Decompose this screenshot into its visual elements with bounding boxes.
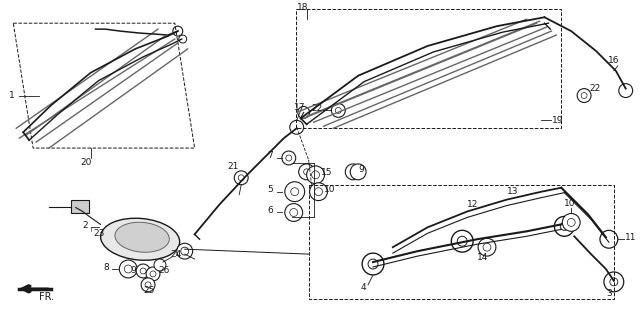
Circle shape — [307, 166, 324, 184]
Circle shape — [238, 175, 244, 181]
Circle shape — [124, 265, 132, 273]
Text: 24: 24 — [170, 250, 181, 259]
Text: 8: 8 — [104, 262, 109, 271]
Circle shape — [350, 164, 366, 180]
Circle shape — [298, 106, 310, 118]
Text: 4: 4 — [360, 283, 365, 292]
Circle shape — [173, 26, 183, 36]
Circle shape — [577, 89, 591, 102]
Circle shape — [282, 151, 296, 165]
Text: 22: 22 — [589, 84, 600, 93]
Circle shape — [451, 230, 473, 252]
Text: 2: 2 — [83, 221, 88, 230]
FancyBboxPatch shape — [71, 200, 88, 213]
Circle shape — [285, 203, 303, 222]
Text: 10: 10 — [323, 185, 335, 194]
Circle shape — [554, 217, 574, 236]
Text: 13: 13 — [507, 187, 518, 196]
Text: 20: 20 — [81, 158, 92, 168]
Circle shape — [345, 164, 361, 180]
Circle shape — [154, 259, 166, 271]
Text: 15: 15 — [321, 168, 332, 177]
Text: 17: 17 — [294, 103, 305, 112]
Circle shape — [303, 169, 310, 175]
Circle shape — [180, 247, 189, 255]
Text: 10: 10 — [564, 199, 576, 208]
Circle shape — [286, 155, 292, 161]
Circle shape — [314, 188, 323, 196]
Circle shape — [291, 188, 299, 196]
Circle shape — [177, 243, 193, 259]
Circle shape — [560, 222, 568, 230]
Circle shape — [457, 236, 467, 246]
Text: 21: 21 — [227, 163, 239, 171]
Circle shape — [350, 169, 356, 175]
Text: FR.: FR. — [39, 292, 54, 302]
Ellipse shape — [115, 222, 170, 252]
Text: 19: 19 — [552, 116, 564, 125]
Circle shape — [600, 230, 618, 248]
Circle shape — [179, 35, 187, 43]
Text: 16: 16 — [608, 56, 620, 65]
Text: 14: 14 — [477, 253, 488, 261]
Text: 1: 1 — [10, 91, 15, 100]
Circle shape — [563, 213, 580, 231]
Text: 23: 23 — [93, 229, 105, 238]
Text: 3: 3 — [606, 289, 612, 298]
Circle shape — [332, 104, 345, 117]
Text: 18: 18 — [297, 3, 308, 12]
Circle shape — [285, 182, 305, 202]
Circle shape — [610, 278, 618, 286]
Text: 5: 5 — [267, 185, 273, 194]
Text: 6: 6 — [267, 206, 273, 215]
Circle shape — [150, 271, 156, 277]
Circle shape — [136, 264, 150, 278]
Circle shape — [140, 268, 146, 274]
Circle shape — [581, 93, 587, 99]
Circle shape — [299, 164, 314, 180]
Circle shape — [335, 107, 341, 113]
Text: 22: 22 — [312, 104, 323, 113]
Text: 25: 25 — [143, 286, 154, 295]
Circle shape — [362, 253, 384, 275]
Circle shape — [567, 218, 575, 227]
Circle shape — [141, 278, 155, 292]
Circle shape — [146, 267, 160, 281]
Circle shape — [119, 260, 137, 278]
Text: 7: 7 — [267, 152, 273, 160]
Circle shape — [483, 243, 491, 251]
Circle shape — [312, 171, 319, 179]
Circle shape — [478, 238, 496, 256]
Circle shape — [290, 120, 303, 134]
Circle shape — [290, 208, 298, 217]
Text: 9: 9 — [358, 165, 364, 174]
Circle shape — [310, 183, 328, 201]
Text: 12: 12 — [467, 200, 479, 209]
Circle shape — [234, 171, 248, 185]
Circle shape — [368, 259, 378, 269]
Circle shape — [604, 272, 624, 292]
Ellipse shape — [100, 218, 180, 260]
Circle shape — [145, 282, 151, 288]
Text: 9: 9 — [131, 266, 136, 275]
Text: 26: 26 — [158, 266, 170, 275]
Circle shape — [619, 84, 633, 98]
Text: 11: 11 — [625, 233, 636, 242]
